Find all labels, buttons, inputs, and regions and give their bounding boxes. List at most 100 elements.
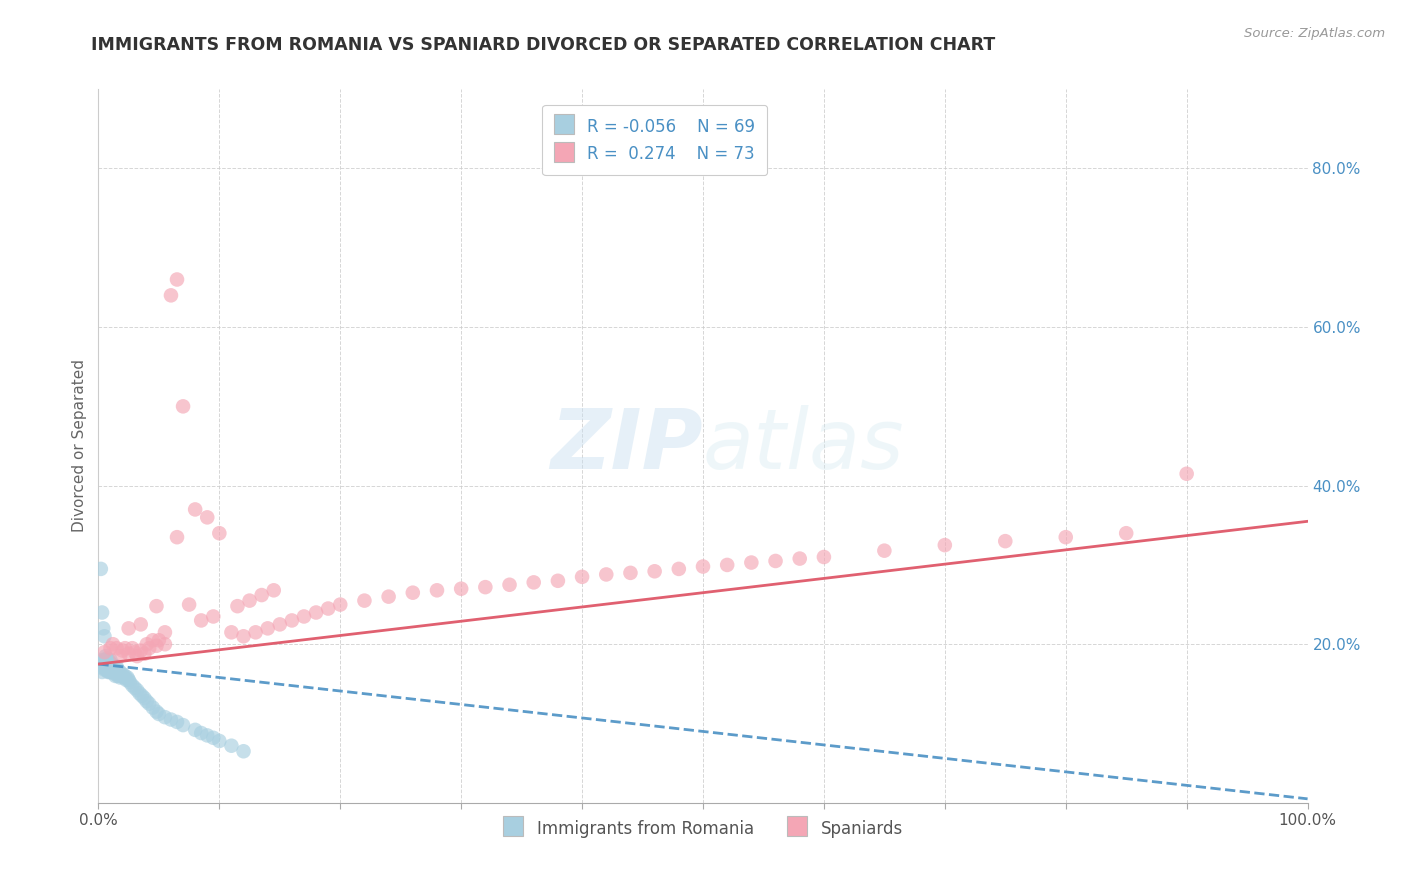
Point <box>96 657 118 671</box>
Point <box>115 673 138 687</box>
Point <box>184 723 207 737</box>
Point <box>91 621 114 635</box>
Point <box>426 583 449 598</box>
Point <box>813 549 835 564</box>
Point <box>96 663 118 677</box>
Point <box>101 665 124 679</box>
Point <box>121 678 143 692</box>
Point <box>110 669 132 683</box>
Point <box>595 567 617 582</box>
Point <box>114 641 136 656</box>
Point <box>245 625 267 640</box>
Point <box>108 666 131 681</box>
Point <box>873 543 896 558</box>
Point <box>105 659 128 673</box>
Point <box>91 606 114 620</box>
Point <box>100 665 122 679</box>
Point <box>232 629 254 643</box>
Point <box>305 606 328 620</box>
Point <box>96 651 118 665</box>
Point <box>111 643 134 657</box>
Point <box>101 658 124 673</box>
Point <box>269 617 291 632</box>
Point <box>105 665 128 679</box>
Point <box>166 272 188 286</box>
Point <box>934 538 956 552</box>
Point <box>124 645 146 659</box>
Point <box>93 629 115 643</box>
Point <box>121 641 143 656</box>
Point <box>202 731 225 745</box>
Point <box>281 614 304 628</box>
Point <box>134 691 156 706</box>
Point <box>91 665 114 679</box>
Point <box>94 649 117 664</box>
Text: ZIP: ZIP <box>550 406 703 486</box>
Point <box>131 689 153 703</box>
Point <box>571 570 593 584</box>
Point <box>114 669 136 683</box>
Point <box>97 658 120 673</box>
Point <box>184 502 207 516</box>
Point <box>208 734 231 748</box>
Point <box>142 700 165 714</box>
Point <box>644 564 666 578</box>
Point <box>160 288 183 302</box>
Point <box>692 559 714 574</box>
Point <box>402 585 425 599</box>
Point <box>765 554 787 568</box>
Point <box>221 739 243 753</box>
Point <box>166 530 188 544</box>
Point <box>353 593 375 607</box>
Point <box>316 601 339 615</box>
Point <box>148 633 170 648</box>
Point <box>138 697 160 711</box>
Point <box>100 641 122 656</box>
Point <box>103 661 125 675</box>
Point <box>153 710 176 724</box>
Point <box>138 641 160 656</box>
Point <box>190 614 212 628</box>
Point <box>292 609 315 624</box>
Point <box>117 671 139 685</box>
Point <box>100 653 122 667</box>
Point <box>498 578 520 592</box>
Point <box>250 588 273 602</box>
Point <box>195 728 218 742</box>
Point <box>263 583 285 598</box>
Point <box>118 647 141 661</box>
Point <box>145 639 167 653</box>
Point <box>1175 467 1198 481</box>
Point <box>105 641 128 656</box>
Point <box>94 661 117 675</box>
Text: IMMIGRANTS FROM ROMANIA VS SPANIARD DIVORCED OR SEPARATED CORRELATION CHART: IMMIGRANTS FROM ROMANIA VS SPANIARD DIVO… <box>91 36 995 54</box>
Point <box>1054 530 1077 544</box>
Point <box>91 661 114 675</box>
Point <box>716 558 738 572</box>
Point <box>124 681 146 695</box>
Point <box>190 726 212 740</box>
Point <box>232 744 254 758</box>
Point <box>145 705 167 719</box>
Point <box>377 590 399 604</box>
Point <box>740 556 762 570</box>
Point <box>226 599 249 614</box>
Point <box>100 663 122 677</box>
Point <box>208 526 231 541</box>
Point <box>153 625 176 640</box>
Point <box>93 663 115 677</box>
Point <box>172 400 194 414</box>
Point <box>145 599 167 614</box>
Point <box>100 661 122 675</box>
Point <box>256 621 278 635</box>
Point <box>450 582 472 596</box>
Point <box>101 637 124 651</box>
Point <box>107 669 129 683</box>
Point <box>142 633 165 648</box>
Point <box>98 665 121 679</box>
Point <box>128 686 150 700</box>
Point <box>97 665 120 679</box>
Point <box>104 663 127 677</box>
Point <box>329 598 352 612</box>
Point <box>97 653 120 667</box>
